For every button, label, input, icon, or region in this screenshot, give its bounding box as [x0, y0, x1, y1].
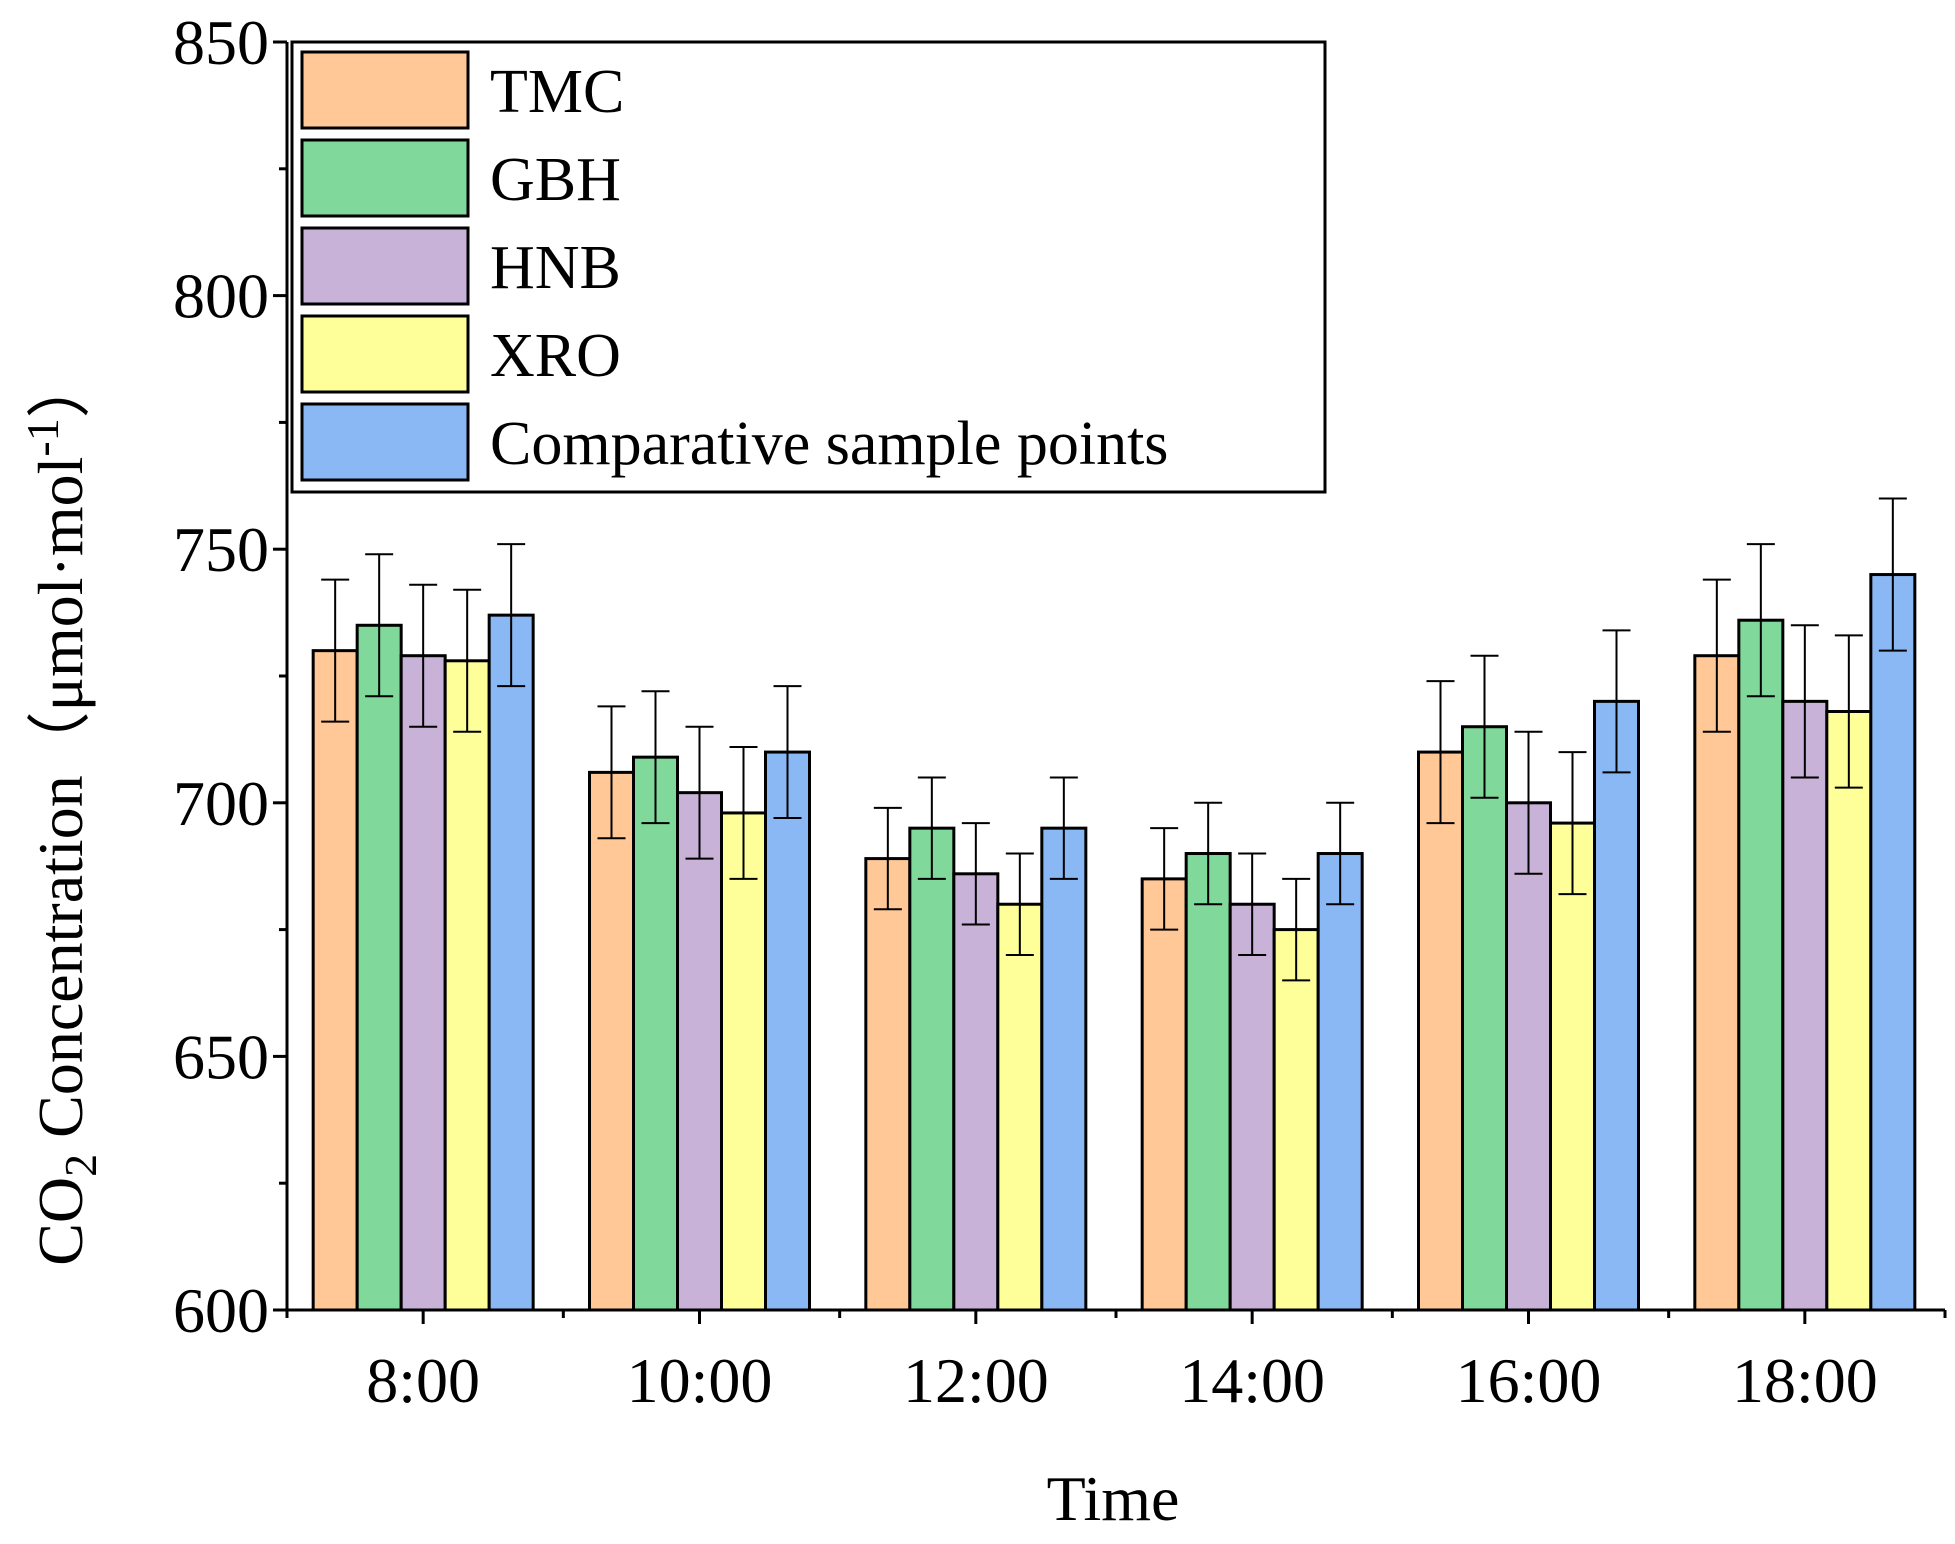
bar-xro-1600 — [1549, 821, 1596, 1312]
bar-gbh-1200 — [908, 826, 956, 1312]
y-tick-label-700: 700 — [173, 768, 269, 839]
error-bar-xro-1600 — [1558, 751, 1587, 896]
bar-comparative-sample-points-1600 — [1593, 699, 1640, 1312]
error-bar-hnb-1600 — [1514, 730, 1543, 875]
y-axis-title: CO2 Concentration（μmol·mol-1） — [17, 354, 106, 1266]
error-bar-comparative-sample-points-800 — [497, 543, 526, 688]
error-bar-tmc-800 — [321, 578, 350, 723]
bar-hnb-1000 — [676, 791, 723, 1312]
y-tick-label-650: 650 — [173, 1021, 269, 1092]
error-bar-xro-1400 — [1282, 877, 1311, 982]
error-bar-gbh-800 — [365, 553, 394, 698]
legend-swatch-comparative-sample-points — [300, 402, 470, 482]
error-bar-xro-1200 — [1005, 852, 1034, 956]
x-tick-label-1600: 16:00 — [1456, 1345, 1602, 1416]
bar-hnb-1200 — [952, 872, 1000, 1312]
bar-comparative-sample-points-1000 — [764, 750, 811, 1312]
error-bar-hnb-1800 — [1790, 624, 1819, 779]
error-bar-comparative-sample-points-1600 — [1602, 629, 1631, 774]
y-axis-title-superscript: -1 — [17, 418, 68, 456]
x-tick-label-800: 8:00 — [366, 1345, 480, 1416]
error-bar-hnb-800 — [409, 583, 438, 728]
y-axis-title-concentration: Concentration（μmol·mol — [25, 457, 96, 1154]
bar-gbh-800 — [355, 623, 403, 1312]
legend-swatch-xro — [300, 314, 470, 394]
error-bar-tmc-1400 — [1150, 827, 1179, 931]
bar-hnb-1600 — [1505, 801, 1552, 1312]
bar-tmc-800 — [311, 649, 359, 1312]
x-axis-title: Time — [1047, 1463, 1180, 1534]
bar-gbh-1800 — [1737, 618, 1785, 1312]
bar-gbh-1600 — [1461, 725, 1508, 1312]
y-axis-title-co: CO — [25, 1177, 96, 1266]
bar-xro-1000 — [720, 811, 767, 1312]
error-bar-hnb-1400 — [1238, 852, 1267, 956]
error-bar-tmc-1000 — [597, 705, 626, 840]
error-bar-hnb-1200 — [961, 822, 990, 926]
error-bar-comparative-sample-points-1200 — [1049, 776, 1078, 880]
error-bar-gbh-1800 — [1746, 543, 1775, 698]
x-tick-label-1200: 12:00 — [903, 1345, 1049, 1416]
bar-comparative-sample-points-1800 — [1869, 573, 1917, 1312]
y-tick-label-750: 750 — [173, 514, 269, 585]
bar-xro-1800 — [1825, 710, 1873, 1312]
x-tick-label-1800: 18:00 — [1732, 1345, 1878, 1416]
bar-comparative-sample-points-800 — [487, 613, 535, 1312]
bar-gbh-1000 — [632, 755, 679, 1312]
bar-tmc-1400 — [1140, 877, 1188, 1312]
bar-hnb-800 — [399, 654, 447, 1312]
error-bar-comparative-sample-points-1400 — [1326, 801, 1355, 906]
error-bar-hnb-1000 — [685, 725, 714, 860]
error-bar-gbh-1600 — [1470, 654, 1499, 799]
legend-label-hnb: HNB — [490, 234, 621, 302]
legend-swatch-gbh — [300, 138, 470, 218]
y-tick-label-800: 800 — [173, 261, 269, 332]
error-bar-tmc-1200 — [873, 806, 902, 911]
error-bar-tmc-1800 — [1702, 578, 1731, 733]
bar-gbh-1400 — [1184, 852, 1232, 1312]
bar-xro-1400 — [1272, 928, 1320, 1312]
bar-hnb-1800 — [1781, 699, 1829, 1312]
error-bar-xro-800 — [453, 588, 482, 733]
legend-swatch-hnb — [300, 226, 470, 306]
y-tick-label-850: 850 — [173, 7, 269, 78]
bar-tmc-1800 — [1693, 654, 1741, 1312]
y-tick-label-600: 600 — [173, 1275, 269, 1346]
error-bar-gbh-1200 — [917, 776, 946, 880]
error-bar-gbh-1000 — [641, 690, 670, 825]
bar-tmc-1000 — [588, 770, 635, 1312]
bar-tmc-1200 — [864, 857, 912, 1312]
bars-layer — [311, 497, 1917, 1312]
error-bar-comparative-sample-points-1000 — [773, 685, 802, 820]
error-bar-xro-1800 — [1834, 634, 1863, 789]
bar-comparative-sample-points-1400 — [1316, 852, 1364, 1312]
legend-label-comparative-sample-points: Comparative sample points — [490, 410, 1168, 478]
error-bar-comparative-sample-points-1800 — [1878, 497, 1907, 652]
bar-xro-1200 — [996, 902, 1044, 1312]
y-axis-title-subscript: 2 — [55, 1154, 106, 1177]
legend-swatch-tmc — [300, 50, 470, 130]
legend-label-xro: XRO — [490, 322, 621, 390]
error-bar-gbh-1400 — [1194, 801, 1223, 906]
legend-label-gbh: GBH — [490, 146, 621, 214]
error-bar-xro-1000 — [729, 746, 758, 880]
bar-tmc-1600 — [1417, 750, 1464, 1312]
axes-layer: 600 650 700 750 800 850 8:00 10:00 12:00 14:00 16:… — [173, 7, 1947, 1416]
x-tick-label-1000: 10:00 — [627, 1345, 773, 1416]
bar-hnb-1400 — [1228, 902, 1276, 1312]
legend-label-tmc: TMC — [490, 58, 624, 126]
legend: TMC GBH HNB XRO Comparative sample points — [290, 40, 1327, 494]
bar-xro-800 — [443, 659, 491, 1312]
x-tick-label-1400: 14:00 — [1179, 1345, 1325, 1416]
bar-comparative-sample-points-1200 — [1040, 826, 1088, 1312]
error-bar-tmc-1600 — [1426, 680, 1455, 825]
y-axis-title-close: ） — [25, 354, 96, 418]
